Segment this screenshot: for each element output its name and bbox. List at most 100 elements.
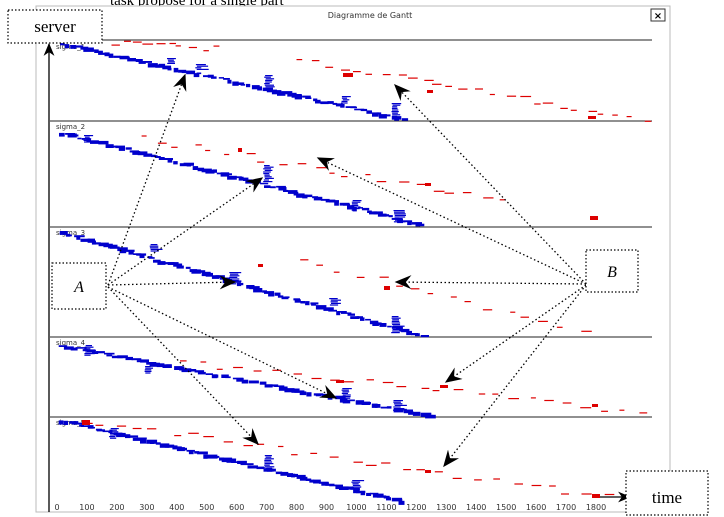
blue-task-mark [306,392,312,397]
blue-task-mark [117,355,128,359]
blue-task-mark [186,369,197,372]
blue-task-mark [265,456,272,458]
blue-task-mark [167,58,176,60]
close-button[interactable]: × [650,8,666,22]
blue-task-mark [341,389,349,391]
blue-task-mark [356,316,363,319]
red-task-mark [238,148,242,152]
blue-task-mark [238,82,245,85]
blue-task-mark [341,100,348,102]
blue-task-mark [277,295,284,298]
blue-task-mark [305,301,310,306]
arrow-b-2 [316,157,587,285]
blue-task-mark [294,299,301,303]
red-task-mark [433,190,445,192]
blue-task-mark [287,190,298,194]
blue-task-mark [221,374,229,378]
red-task-mark [434,471,443,473]
blue-task-mark [166,445,178,448]
blue-task-mark [358,207,363,209]
blue-task-mark [58,345,68,347]
blue-task-mark [245,179,253,184]
blue-task-mark [121,434,127,437]
blue-task-mark [168,61,175,63]
blue-task-mark [360,317,365,321]
red-task-mark [549,485,556,487]
blue-task-mark [315,393,321,397]
blue-task-mark [75,347,87,349]
red-task-mark [416,469,425,471]
blue-task-mark [305,97,312,99]
blue-task-mark [388,215,393,218]
blue-task-mark [118,146,125,151]
arrow-a-3 [107,275,237,290]
blue-task-mark [341,97,348,99]
blue-task-mark [407,220,412,226]
window-title: Diagramme de Gantt [328,11,413,20]
x-tick-label: 1400 [466,503,486,512]
blue-task-mark [69,421,79,424]
blue-task-mark [393,409,402,411]
blue-task-mark [393,408,405,410]
blue-task-mark [89,426,95,429]
blue-task-mark [263,168,271,170]
red-task-mark [175,45,181,47]
red-task-mark [508,398,519,400]
red-task-mark [581,330,592,332]
blue-task-mark [280,471,289,476]
arrow-a-5 [107,286,259,446]
red-task-mark [644,120,652,122]
blue-task-mark [181,368,192,373]
red-task-mark [356,276,365,278]
red-task-mark [325,66,334,68]
blue-task-mark [76,236,81,240]
blue-task-mark [394,117,400,121]
red-task-mark [520,95,532,98]
server-label: server [34,17,76,36]
blue-task-mark [178,265,184,268]
red-task-mark [452,477,462,479]
blue-task-mark [420,335,429,338]
blue-task-mark [212,169,217,173]
blue-task-mark [240,84,246,86]
blue-task-mark [264,458,274,460]
blue-task-mark [397,218,403,224]
red-task-mark [506,95,517,97]
blue-task-mark [369,211,377,215]
blue-task-mark [119,249,127,254]
red-task-mark [408,77,418,79]
blue-task-mark [391,332,400,334]
blue-task-mark [94,50,103,53]
blue-task-mark [104,52,110,57]
red-task-mark [365,73,372,75]
red-task-mark [384,286,390,290]
arrows-from-a [107,73,338,446]
blue-task-mark [84,348,91,350]
red-task-mark [590,216,598,220]
blue-task-mark [376,495,387,498]
blue-task-mark [91,240,96,245]
red-task-mark [297,163,307,165]
red-task-mark [316,264,323,266]
blue-task-mark [87,238,95,243]
blue-task-mark [392,104,401,106]
red-task-mark [95,424,104,426]
blue-task-mark [88,49,99,52]
blue-task-mark [265,79,273,81]
blue-task-mark [237,460,247,464]
red-task-mark [329,456,339,458]
red-task-mark [450,296,457,298]
blue-task-mark [262,87,273,92]
blue-task-mark [251,85,260,90]
blue-task-mark [102,430,113,433]
blue-task-mark [299,391,307,396]
red-task-mark [510,311,516,313]
red-task-mark [376,181,387,183]
blue-task-mark [329,200,339,203]
red-task-mark [330,379,340,381]
blue-task-mark [395,219,402,221]
blue-task-mark [342,394,351,396]
red-task-mark [601,410,608,412]
blue-task-mark [380,406,390,409]
